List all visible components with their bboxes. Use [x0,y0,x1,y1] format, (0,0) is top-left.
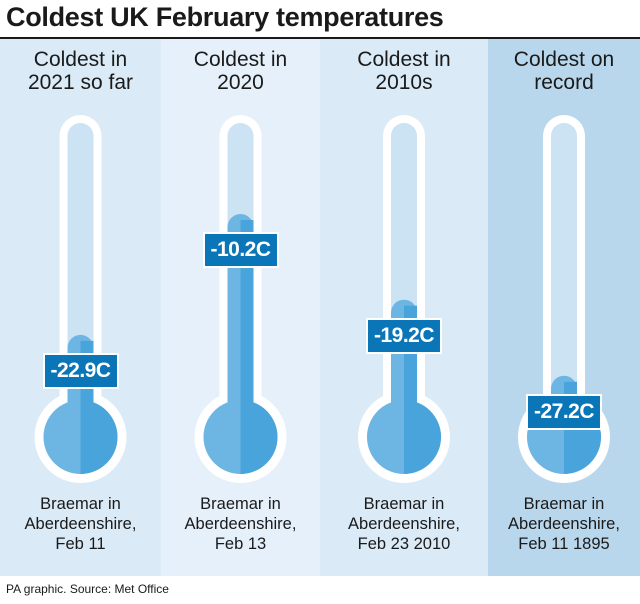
panel-2021: Coldest in 2021 so far -22.9C Braemar in… [0,39,161,576]
thermometer [358,115,450,483]
panel-heading-line: Coldest in [193,48,288,71]
caption-line: Feb 13 [214,535,267,553]
source-note: PA graphic. Source: Met Office [6,582,169,596]
panel-heading-line: record [534,71,594,94]
mercury-shade [240,220,254,439]
value-label: -22.9C [42,352,119,389]
panel-heading: Coldest in 2021 so far [0,48,161,94]
thermometer [194,115,287,483]
panel-record: Coldest on record -27.2C Braemar in Aber… [488,39,640,576]
caption-line: Braemar in [363,495,445,513]
panel-heading: Coldest in 2010s [320,48,488,94]
caption-line: Braemar in [523,495,605,513]
caption-line: Aberdeenshire, [508,515,620,533]
value-label: -19.2C [365,317,443,354]
caption-line: Aberdeenshire, [348,515,460,533]
caption-line: Aberdeenshire, [24,515,137,533]
mercury-bulb-shade [404,400,441,474]
caption-line: Aberdeenshire, [184,515,297,533]
title-rule [0,37,640,39]
panel-caption: Braemar in Aberdeenshire, Feb 23 2010 [320,494,488,554]
caption-line: Braemar in [40,495,121,513]
panel-heading-line: Coldest in [33,48,128,71]
mercury-bulb-shade [80,400,118,474]
value-label: -27.2C [525,393,603,430]
caption-line: Braemar in [200,495,281,513]
caption-line: Feb 11 [55,535,106,553]
panel-caption: Braemar in Aberdeenshire, Feb 11 1895 [488,494,640,554]
panel-heading: Coldest on record [488,48,640,94]
panel-heading: Coldest in 2020 [161,48,320,94]
chart-title: Coldest UK February temperatures [6,2,444,32]
mercury-bulb-shade [240,400,278,474]
panel-heading-line: Coldest on [513,48,615,71]
panel-caption: Braemar in Aberdeenshire, Feb 13 [161,494,320,554]
panel-heading-line: Coldest in [357,48,451,71]
panel-heading-line: 2021 so far [27,71,134,94]
panel-caption: Braemar in Aberdeenshire, Feb 11 [0,494,161,554]
panel-heading-line: 2010s [375,71,433,94]
panel-heading-line: 2020 [217,71,264,94]
value-label: -10.2C [202,232,279,269]
thermometer-channel [551,123,577,443]
caption-line: Feb 23 2010 [357,535,451,553]
panel-2010s: Coldest in 2010s -19.2C Braemar in Aberd… [320,39,488,576]
panel-2020: Coldest in 2020 -10.2C Braemar in Aberde… [161,39,320,576]
thermometer-panels: Coldest in 2021 so far -22.9C Braemar in… [0,39,640,576]
caption-line: Feb 11 1895 [518,535,610,553]
